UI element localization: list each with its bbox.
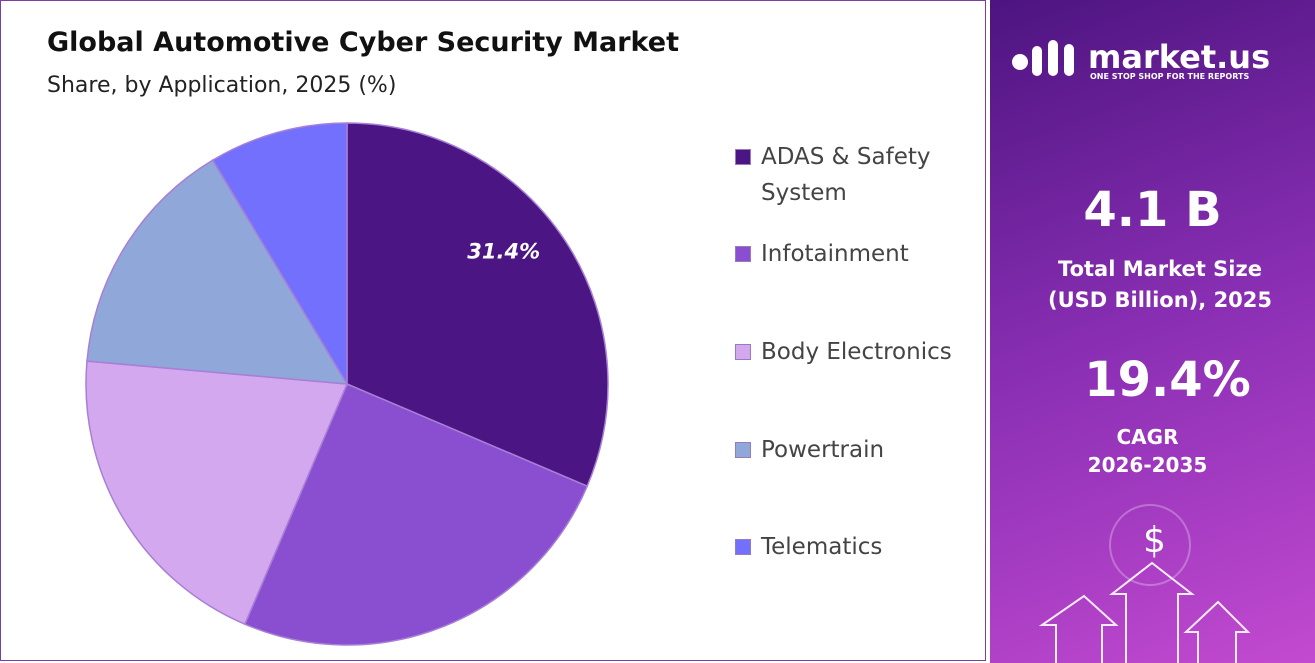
brand: market.us [1088, 38, 1271, 76]
legend-item: Infotainment [735, 236, 975, 272]
legend-item: Powertrain [735, 432, 975, 468]
tagline: ONE STOP SHOP FOR THE REPORTS [1090, 72, 1250, 81]
chart-subtitle: Share, by Application, 2025 (%) [47, 73, 397, 98]
cagr-label: CAGR [1116, 425, 1179, 449]
pie-chart: 31.4% [85, 122, 609, 646]
legend-item: Body Electronics [735, 334, 975, 370]
side-panel: market.us ONE STOP SHOP FOR THE REPORTS … [990, 0, 1315, 663]
market-size-label: Total Market Size (USD Billion), 2025 [1047, 257, 1273, 312]
pie-slice [86, 159, 349, 385]
legend-label: Infotainment [761, 241, 909, 267]
legend-label: Body Electronics [761, 339, 952, 365]
legend-label: ADAS & Safety System [761, 144, 931, 206]
market-size: 4.1 B [1083, 182, 1222, 238]
legend-label: Powertrain [761, 437, 885, 463]
currency-icon: $ [1143, 520, 1166, 561]
legend-swatch [735, 442, 751, 458]
legend-swatch [735, 344, 751, 360]
legend-item: Telematics [735, 529, 975, 565]
decoration [1012, 40, 1251, 663]
chart-panel: Global Automotive Cyber Security Market … [0, 0, 986, 661]
pie-slice [346, 122, 609, 488]
data-label: 31.4% [467, 239, 540, 263]
cagr: 19.4% [1084, 352, 1251, 408]
legend-swatch [735, 246, 751, 262]
legend-swatch [735, 149, 751, 165]
legend-item: ADAS & Safety System [735, 139, 975, 211]
pie-slice [243, 383, 589, 646]
cagr-period: 2026-2035 [1087, 453, 1208, 477]
chart-title: Global Automotive Cyber Security Market [47, 27, 679, 58]
pie-slice [85, 360, 349, 626]
legend-label: Telematics [761, 534, 883, 560]
legend-swatch [735, 539, 751, 555]
pie-slice [211, 122, 348, 387]
